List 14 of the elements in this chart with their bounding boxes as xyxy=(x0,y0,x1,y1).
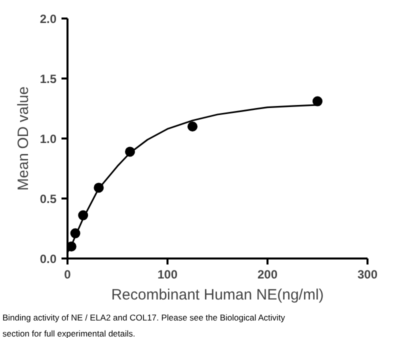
point xyxy=(312,96,322,106)
x-tick-label: 300 xyxy=(357,268,378,282)
y-axis-title: Mean OD value xyxy=(14,86,32,191)
point xyxy=(188,122,198,132)
y-tick-label: 1.5 xyxy=(40,72,57,86)
x-tick-label: 0 xyxy=(64,268,72,282)
x-axis-title: Recombinant Human NE(ng/ml) xyxy=(111,286,324,304)
y-tick-label: 1.0 xyxy=(40,132,57,146)
y-tick-label: 0.5 xyxy=(40,192,57,206)
y-tick-label: 2.0 xyxy=(40,12,57,26)
y-tick-label: 0.0 xyxy=(40,252,57,266)
text: Binding activity of NE / ELA2 and COL17. Please see the Biological Activity section for full experimental details. xyxy=(2,312,286,338)
x-tick-label: 200 xyxy=(257,268,278,282)
x-tick-label: 100 xyxy=(157,268,178,282)
